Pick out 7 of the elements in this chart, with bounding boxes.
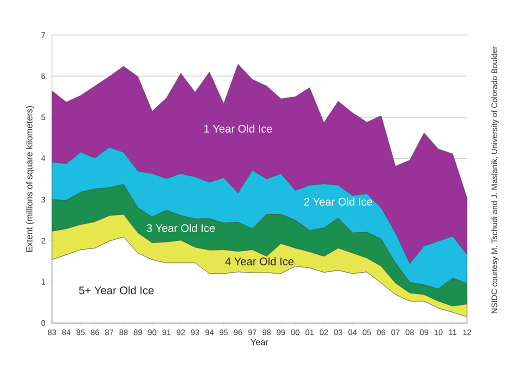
series-label: 3 Year Old Ice xyxy=(146,224,215,232)
series-label: 4 Year Old Ice xyxy=(225,257,294,266)
series-label: 5+ Year Old Ice xyxy=(79,286,154,294)
x-axis-title: Year xyxy=(250,339,268,346)
y-axis-title: Extent (millions of square kilometers) xyxy=(26,106,34,252)
series-label: 2 Year Old Ice xyxy=(304,198,372,206)
series-label: 1 Year Old Ice xyxy=(204,124,272,133)
